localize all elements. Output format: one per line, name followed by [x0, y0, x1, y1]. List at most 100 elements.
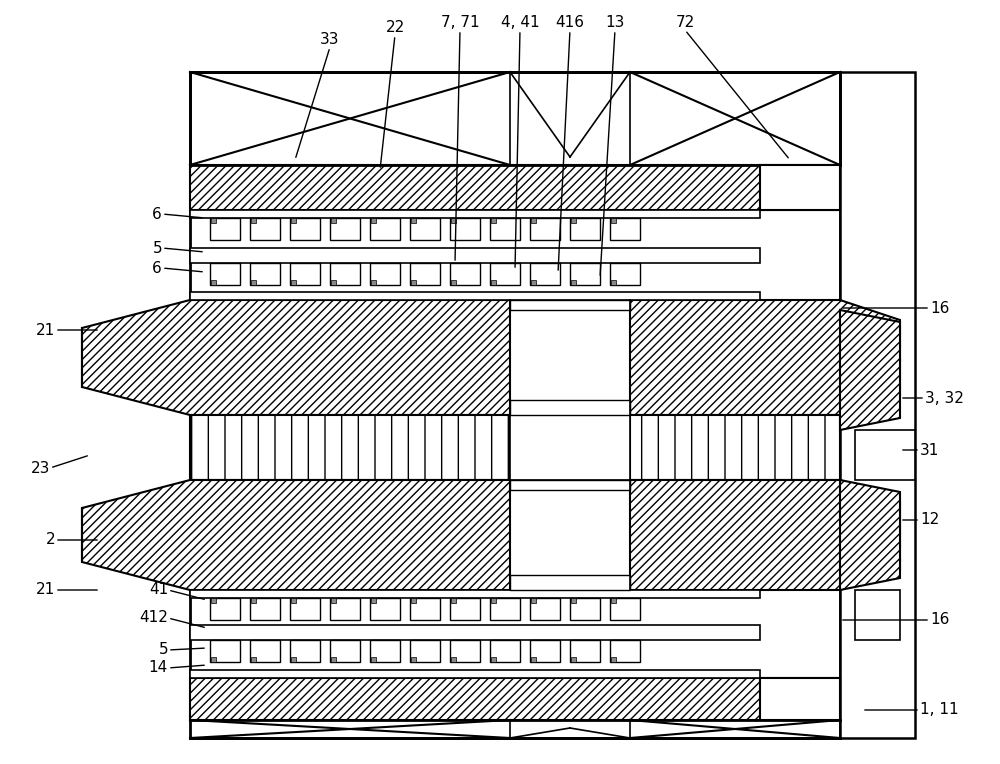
Bar — [331, 280, 336, 285]
Text: 4, 41: 4, 41 — [501, 15, 539, 30]
Bar — [190, 415, 510, 480]
Bar — [571, 657, 576, 662]
Bar — [250, 218, 280, 240]
Bar — [570, 218, 600, 240]
Text: 22: 22 — [385, 20, 405, 35]
Text: 5: 5 — [152, 241, 162, 255]
Bar — [251, 280, 256, 285]
Bar — [190, 678, 840, 720]
Bar — [250, 263, 280, 285]
Bar — [291, 598, 296, 603]
Bar — [760, 678, 840, 720]
Bar — [450, 598, 480, 620]
Bar — [250, 598, 280, 620]
Bar — [211, 657, 216, 662]
Bar — [370, 640, 400, 662]
Bar — [190, 670, 760, 678]
Bar — [190, 292, 760, 300]
Bar — [371, 218, 376, 223]
Bar — [210, 263, 240, 285]
Bar — [291, 218, 296, 223]
Bar — [370, 263, 400, 285]
Text: 16: 16 — [930, 613, 949, 627]
Bar — [331, 598, 336, 603]
Bar — [291, 280, 296, 285]
Polygon shape — [630, 480, 900, 590]
Bar — [630, 415, 840, 480]
Bar — [450, 218, 480, 240]
Bar — [530, 598, 560, 620]
Bar — [251, 598, 256, 603]
Bar — [330, 598, 360, 620]
Text: 13: 13 — [605, 15, 625, 30]
Bar — [490, 598, 520, 620]
Bar — [411, 598, 416, 603]
Text: 12: 12 — [920, 513, 939, 527]
Bar — [190, 590, 760, 598]
Bar — [491, 280, 496, 285]
Text: 21: 21 — [36, 322, 55, 338]
Bar — [490, 218, 520, 240]
Bar — [211, 280, 216, 285]
Polygon shape — [630, 300, 900, 415]
Bar — [190, 72, 840, 738]
Text: 5: 5 — [158, 643, 168, 658]
Bar — [490, 640, 520, 662]
Bar — [451, 598, 456, 603]
Bar — [451, 280, 456, 285]
Bar — [610, 263, 640, 285]
Bar — [411, 657, 416, 662]
Text: 2: 2 — [45, 533, 55, 548]
Bar — [610, 598, 640, 620]
Bar — [611, 598, 616, 603]
Bar — [370, 218, 400, 240]
Bar — [531, 598, 536, 603]
Bar — [570, 598, 600, 620]
Bar — [531, 280, 536, 285]
Text: 21: 21 — [36, 582, 55, 597]
Polygon shape — [82, 300, 510, 415]
Bar — [210, 218, 240, 240]
Bar — [571, 218, 576, 223]
Text: 7, 71: 7, 71 — [441, 15, 479, 30]
Bar — [210, 640, 240, 662]
Bar — [530, 263, 560, 285]
Text: 14: 14 — [149, 661, 168, 675]
Bar — [190, 210, 760, 218]
Bar — [331, 657, 336, 662]
Bar — [491, 657, 496, 662]
Bar — [330, 263, 360, 285]
Bar — [290, 218, 320, 240]
Bar — [451, 657, 456, 662]
Polygon shape — [840, 480, 900, 590]
Bar — [211, 598, 216, 603]
Bar — [190, 625, 760, 640]
Bar — [291, 657, 296, 662]
Text: 3, 32: 3, 32 — [925, 390, 964, 406]
Bar — [250, 640, 280, 662]
Text: 31: 31 — [920, 442, 939, 458]
Bar — [530, 640, 560, 662]
Bar — [411, 280, 416, 285]
Bar — [290, 598, 320, 620]
Bar — [510, 415, 630, 480]
Text: 23: 23 — [31, 461, 50, 475]
Bar — [510, 480, 630, 490]
Bar — [491, 218, 496, 223]
Bar — [610, 218, 640, 240]
Bar — [491, 598, 496, 603]
Bar — [855, 590, 900, 640]
Bar — [190, 165, 840, 210]
Text: 412: 412 — [139, 610, 168, 626]
Bar — [611, 657, 616, 662]
Text: 6: 6 — [152, 261, 162, 276]
Text: 6: 6 — [152, 206, 162, 222]
Bar — [611, 280, 616, 285]
Bar — [760, 165, 840, 210]
Bar — [371, 280, 376, 285]
Bar — [451, 218, 456, 223]
Bar — [611, 218, 616, 223]
Bar — [450, 640, 480, 662]
Bar — [855, 430, 915, 480]
Bar — [610, 640, 640, 662]
